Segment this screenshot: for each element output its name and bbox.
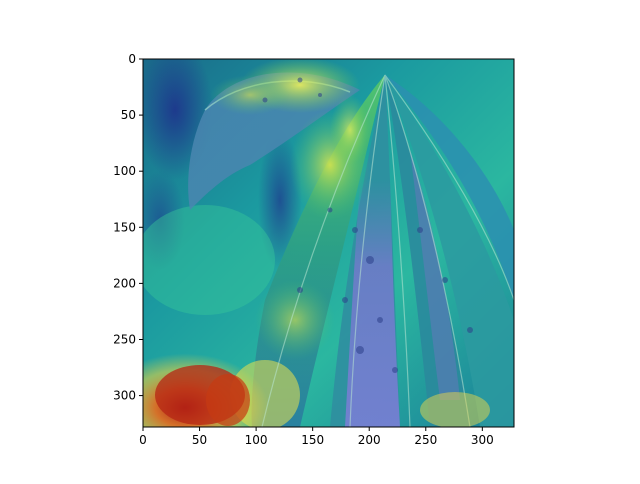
y-tick-label: 0 bbox=[128, 52, 136, 66]
y-tick-label: 100 bbox=[113, 164, 136, 178]
x-tick-label: 200 bbox=[358, 433, 381, 447]
y-tick-label: 250 bbox=[113, 332, 136, 346]
x-tick-label: 300 bbox=[471, 433, 494, 447]
y-tick-label: 300 bbox=[113, 389, 136, 403]
x-tick-label: 100 bbox=[245, 433, 268, 447]
x-axis: 0 50 100 150 200 250 300 bbox=[139, 427, 494, 447]
y-axis: 0 50 100 150 200 250 300 bbox=[113, 52, 143, 403]
heatmap-image bbox=[143, 59, 514, 427]
x-tick-label: 150 bbox=[301, 433, 324, 447]
y-tick-label: 200 bbox=[113, 276, 136, 290]
y-tick-label: 150 bbox=[113, 220, 136, 234]
x-tick-label: 250 bbox=[414, 433, 437, 447]
x-tick-label: 0 bbox=[139, 433, 147, 447]
plot-frame bbox=[142, 58, 515, 428]
x-tick-label: 50 bbox=[192, 433, 207, 447]
y-tick-label: 50 bbox=[121, 108, 136, 122]
